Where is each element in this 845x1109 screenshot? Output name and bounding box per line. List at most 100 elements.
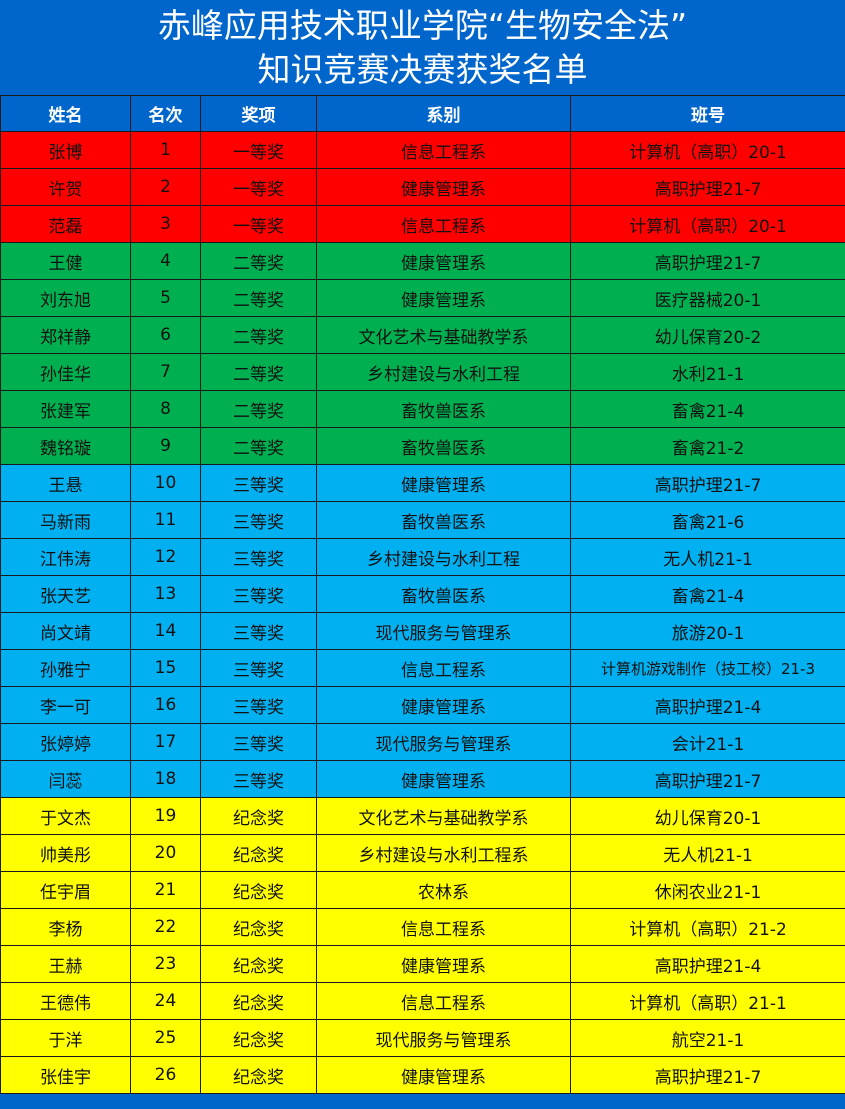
cell-class: 无人机21-1: [570, 834, 845, 872]
cell-name: 李杨: [0, 908, 131, 946]
table-row: 张佳宇 26 纪念奖 健康管理系 高职护理21-7: [0, 1056, 845, 1094]
table-row: 王健 4 二等奖 健康管理系 高职护理21-7: [0, 242, 845, 280]
table-row: 王赫 23 纪念奖 健康管理系 高职护理21-4: [0, 945, 845, 983]
cell-name: 帅美彤: [0, 834, 131, 872]
cell-class: 高职护理21-7: [570, 242, 845, 280]
table-row: 任宇眉 21 纪念奖 农林系 休闲农业21-1: [0, 871, 845, 909]
cell-rank: 23: [130, 945, 201, 983]
table-row: 王悬 10 三等奖 健康管理系 高职护理21-7: [0, 464, 845, 502]
cell-award: 纪念奖: [200, 1056, 317, 1094]
table-row: 刘东旭 5 二等奖 健康管理系 医疗器械20-1: [0, 279, 845, 317]
table-row: 魏铭璇 9 二等奖 畜牧兽医系 畜禽21-2: [0, 427, 845, 465]
cell-department: 畜牧兽医系: [316, 575, 571, 613]
table-row: 许贺 2 一等奖 健康管理系 高职护理21-7: [0, 168, 845, 206]
cell-rank: 9: [130, 427, 201, 465]
cell-rank: 16: [130, 686, 201, 724]
cell-class: 高职护理21-7: [570, 168, 845, 206]
table-row: 江伟涛 12 三等奖 乡村建设与水利工程 无人机21-1: [0, 538, 845, 576]
cell-class: 畜禽21-2: [570, 427, 845, 465]
cell-department: 信息工程系: [316, 131, 571, 169]
cell-name: 许贺: [0, 168, 131, 206]
cell-name: 尚文靖: [0, 612, 131, 650]
cell-award: 三等奖: [200, 612, 317, 650]
table-row: 孙佳华 7 二等奖 乡村建设与水利工程 水利21-1: [0, 353, 845, 391]
cell-rank: 7: [130, 353, 201, 391]
cell-award: 三等奖: [200, 723, 317, 761]
cell-class: 会计21-1: [570, 723, 845, 761]
cell-department: 健康管理系: [316, 686, 571, 724]
header-award: 奖项: [200, 95, 317, 132]
cell-name: 孙雅宁: [0, 649, 131, 687]
cell-name: 范磊: [0, 205, 131, 243]
cell-rank: 11: [130, 501, 201, 539]
cell-award: 二等奖: [200, 427, 317, 465]
cell-department: 乡村建设与水利工程系: [316, 834, 571, 872]
table-row: 于文杰 19 纪念奖 文化艺术与基础教学系 幼儿保育20-1: [0, 797, 845, 835]
cell-class: 高职护理21-7: [570, 464, 845, 502]
table-row: 张博 1 一等奖 信息工程系 计算机（高职）20-1: [0, 131, 845, 169]
cell-award: 二等奖: [200, 279, 317, 317]
cell-award: 三等奖: [200, 538, 317, 576]
cell-rank: 1: [130, 131, 201, 169]
cell-name: 王悬: [0, 464, 131, 502]
cell-award: 二等奖: [200, 353, 317, 391]
cell-class: 计算机（高职）20-1: [570, 205, 845, 243]
table-row: 孙雅宁 15 三等奖 信息工程系 计算机游戏制作（技工校）21-3: [0, 649, 845, 687]
cell-class: 旅游20-1: [570, 612, 845, 650]
cell-class: 幼儿保育20-2: [570, 316, 845, 354]
cell-department: 信息工程系: [316, 908, 571, 946]
cell-class: 畜禽21-4: [570, 390, 845, 428]
cell-rank: 13: [130, 575, 201, 613]
cell-rank: 17: [130, 723, 201, 761]
cell-name: 刘东旭: [0, 279, 131, 317]
table-row: 王德伟 24 纪念奖 信息工程系 计算机（高职）21-1: [0, 982, 845, 1020]
table-row: 张天艺 13 三等奖 畜牧兽医系 畜禽21-4: [0, 575, 845, 613]
cell-department: 文化艺术与基础教学系: [316, 797, 571, 835]
table-header-row: 姓名 名次 奖项 系别 班号: [0, 95, 845, 132]
header-department: 系别: [316, 95, 571, 132]
table-row: 李杨 22 纪念奖 信息工程系 计算机（高职）21-2: [0, 908, 845, 946]
award-table: 姓名 名次 奖项 系别 班号 张博 1 一等奖 信息工程系 计算机（高职）20-1 许贺 2 一等奖健…: [0, 95, 845, 1094]
cell-award: 三等奖: [200, 575, 317, 613]
cell-rank: 14: [130, 612, 201, 650]
cell-rank: 26: [130, 1056, 201, 1094]
cell-award: 一等奖: [200, 131, 317, 169]
cell-department: 畜牧兽医系: [316, 390, 571, 428]
cell-name: 魏铭璇: [0, 427, 131, 465]
table-row: 张建军 8 二等奖 畜牧兽医系 畜禽21-4: [0, 390, 845, 428]
cell-name: 张佳宇: [0, 1056, 131, 1094]
cell-department: 乡村建设与水利工程: [316, 538, 571, 576]
cell-name: 孙佳华: [0, 353, 131, 391]
cell-class: 畜禽21-4: [570, 575, 845, 613]
table-row: 李一可 16 三等奖 健康管理系 高职护理21-4: [0, 686, 845, 724]
cell-award: 三等奖: [200, 686, 317, 724]
cell-rank: 3: [130, 205, 201, 243]
cell-award: 二等奖: [200, 242, 317, 280]
table-row: 郑祥静 6 二等奖 文化艺术与基础教学系 幼儿保育20-2: [0, 316, 845, 354]
cell-award: 纪念奖: [200, 797, 317, 835]
cell-department: 健康管理系: [316, 760, 571, 798]
cell-award: 纪念奖: [200, 1019, 317, 1057]
cell-name: 张博: [0, 131, 131, 169]
cell-award: 一等奖: [200, 205, 317, 243]
cell-name: 任宇眉: [0, 871, 131, 909]
cell-rank: 25: [130, 1019, 201, 1057]
cell-department: 现代服务与管理系: [316, 723, 571, 761]
cell-name: 于文杰: [0, 797, 131, 835]
cell-department: 信息工程系: [316, 205, 571, 243]
cell-department: 乡村建设与水利工程: [316, 353, 571, 391]
cell-class: 水利21-1: [570, 353, 845, 391]
cell-class: 高职护理21-7: [570, 760, 845, 798]
cell-award: 纪念奖: [200, 871, 317, 909]
cell-class: 计算机游戏制作（技工校）21-3: [570, 649, 845, 687]
cell-department: 健康管理系: [316, 945, 571, 983]
cell-department: 现代服务与管理系: [316, 1019, 571, 1057]
cell-department: 农林系: [316, 871, 571, 909]
cell-rank: 6: [130, 316, 201, 354]
cell-award: 一等奖: [200, 168, 317, 206]
cell-rank: 8: [130, 390, 201, 428]
cell-class: 高职护理21-4: [570, 945, 845, 983]
cell-rank: 10: [130, 464, 201, 502]
cell-department: 畜牧兽医系: [316, 501, 571, 539]
cell-class: 计算机（高职）21-1: [570, 982, 845, 1020]
